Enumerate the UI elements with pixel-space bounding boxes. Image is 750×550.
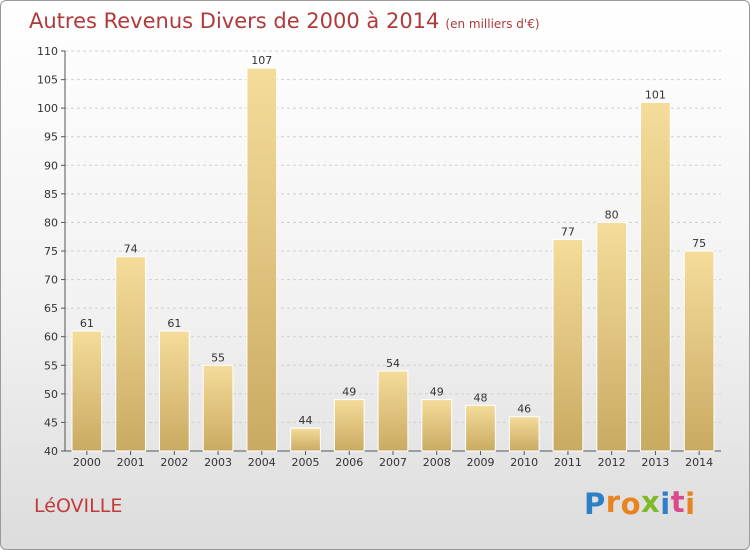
data-label-2003: 55 bbox=[211, 351, 225, 364]
y-tick-label: 95 bbox=[44, 131, 58, 144]
logo-letter: r bbox=[605, 485, 621, 519]
y-tick-label: 100 bbox=[37, 102, 58, 115]
y-tick-label: 70 bbox=[44, 274, 58, 287]
x-tick-label-2011: 2011 bbox=[554, 456, 582, 469]
chart-subtitle: (en milliers d'€) bbox=[445, 17, 540, 31]
x-tick-label-2010: 2010 bbox=[510, 456, 538, 469]
y-tick-label: 50 bbox=[44, 388, 58, 401]
bar-2013 bbox=[640, 101, 671, 452]
bar-2000 bbox=[71, 330, 103, 452]
x-tick-label-2001: 2001 bbox=[117, 456, 145, 469]
y-tick-label: 45 bbox=[44, 416, 58, 429]
bar-2014 bbox=[683, 250, 715, 452]
y-tick-label: 90 bbox=[44, 159, 58, 172]
y-tick-label: 80 bbox=[44, 216, 58, 229]
y-tick-label: 55 bbox=[44, 359, 58, 372]
y-tick-label: 65 bbox=[44, 302, 58, 315]
data-label-2004: 107 bbox=[251, 54, 272, 67]
x-tick-label-2003: 2003 bbox=[204, 456, 232, 469]
bar-2006 bbox=[333, 399, 365, 452]
data-label-2007: 54 bbox=[386, 357, 400, 370]
data-label-2013: 101 bbox=[645, 88, 666, 101]
x-tick-label-2006: 2006 bbox=[335, 456, 363, 469]
y-tick-label: 110 bbox=[37, 45, 58, 58]
bar-2002 bbox=[158, 330, 190, 452]
bar-2010 bbox=[508, 416, 540, 452]
x-tick-label-2013: 2013 bbox=[641, 456, 669, 469]
x-tick-label-2009: 2009 bbox=[466, 456, 494, 469]
data-label-2009: 48 bbox=[473, 391, 487, 404]
bar-2011 bbox=[552, 239, 584, 452]
logo-letter: P bbox=[584, 487, 606, 521]
x-tick-label-2014: 2014 bbox=[685, 456, 713, 469]
city-name: LéOVILLE bbox=[34, 495, 123, 517]
y-tick-label: 60 bbox=[44, 331, 58, 344]
logo-letter: i bbox=[685, 487, 696, 521]
chart-title: Autres Revenus Divers de 2000 à 2014 (en … bbox=[29, 9, 540, 33]
logo-letter: x bbox=[641, 485, 661, 519]
x-tick-label-2000: 2000 bbox=[73, 456, 101, 469]
bar-2004 bbox=[246, 67, 278, 452]
data-label-2002: 61 bbox=[167, 317, 181, 330]
bar-2012 bbox=[596, 221, 628, 452]
x-tick-label-2007: 2007 bbox=[379, 456, 407, 469]
x-tick-label-2004: 2004 bbox=[248, 456, 276, 469]
proxiti-logo: Proxiti bbox=[584, 485, 696, 521]
data-label-2001: 74 bbox=[124, 243, 138, 256]
bar-2003 bbox=[202, 364, 234, 452]
bar-2008 bbox=[421, 399, 453, 452]
data-label-2006: 49 bbox=[342, 386, 356, 399]
data-label-2005: 44 bbox=[299, 414, 313, 427]
data-label-2000: 61 bbox=[80, 317, 94, 330]
x-tick-label-2012: 2012 bbox=[598, 456, 626, 469]
chart-title-text: Autres Revenus Divers de 2000 à 2014 bbox=[29, 9, 440, 33]
bar-2007 bbox=[377, 370, 409, 452]
data-label-2011: 77 bbox=[561, 226, 575, 239]
bar-2001 bbox=[115, 256, 146, 452]
logo-letter: o bbox=[620, 487, 642, 521]
x-tick-label-2008: 2008 bbox=[423, 456, 451, 469]
x-tick-label-2005: 2005 bbox=[292, 456, 320, 469]
data-label-2014: 75 bbox=[692, 237, 706, 250]
logo-letter: i bbox=[660, 487, 671, 521]
bar-2005 bbox=[290, 427, 321, 452]
data-label-2012: 80 bbox=[605, 208, 619, 221]
y-tick-label: 105 bbox=[37, 74, 58, 87]
x-tick-label-2002: 2002 bbox=[160, 456, 188, 469]
y-tick-label: 85 bbox=[44, 188, 58, 201]
bar-2009 bbox=[465, 404, 496, 452]
data-label-2010: 46 bbox=[517, 403, 531, 416]
y-tick-label: 40 bbox=[44, 445, 58, 458]
logo-letter: t bbox=[670, 485, 686, 519]
data-label-2008: 49 bbox=[430, 386, 444, 399]
y-tick-label: 75 bbox=[44, 245, 58, 258]
